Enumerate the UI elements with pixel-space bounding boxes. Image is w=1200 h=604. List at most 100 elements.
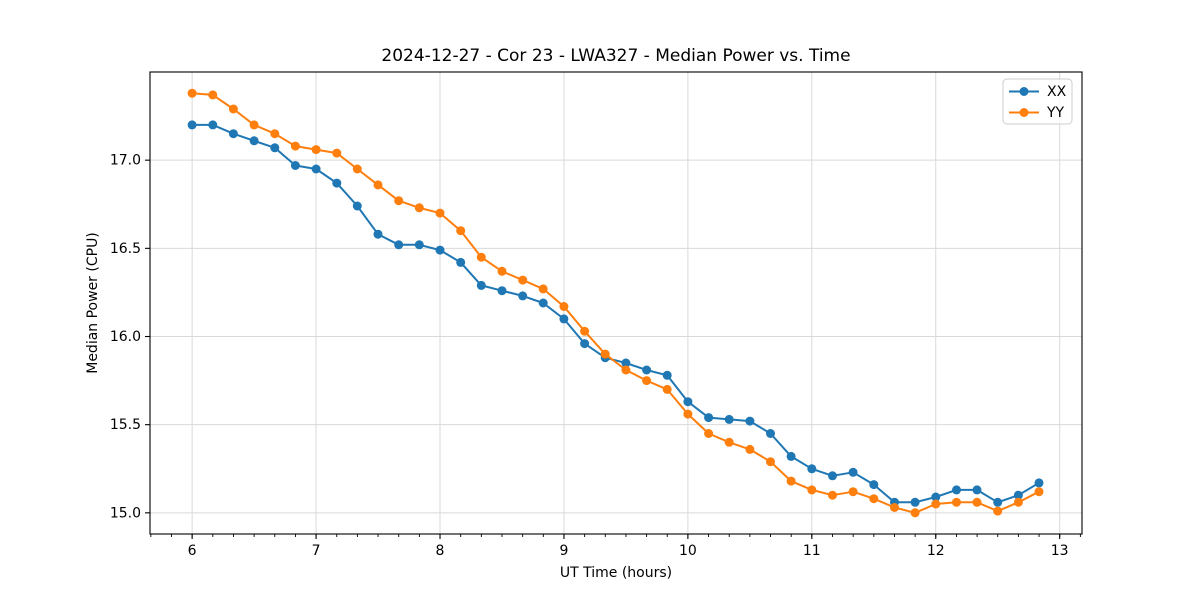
data-point-marker-YY bbox=[724, 437, 734, 447]
data-point-marker-XX bbox=[456, 257, 466, 267]
tick-layer: 6 7 8 9 10 11 12 13 15.0 15.5 16.0 16.5 17.0 bbox=[110, 153, 1081, 559]
data-point-marker-YY bbox=[745, 444, 755, 454]
data-point-marker-YY bbox=[187, 88, 197, 98]
data-point-marker-XX bbox=[1013, 490, 1023, 500]
data-point-marker-XX bbox=[373, 229, 383, 239]
data-point-marker-YY bbox=[332, 148, 342, 158]
data-point-marker-YY bbox=[311, 145, 321, 155]
data-point-marker-YY bbox=[352, 164, 362, 174]
data-point-marker-YY bbox=[518, 275, 528, 285]
legend-entry-label: XX bbox=[1047, 84, 1067, 100]
data-point-marker-XX bbox=[869, 480, 879, 490]
y-tick-label: 16.5 bbox=[110, 241, 141, 257]
data-point-marker-XX bbox=[497, 286, 507, 296]
data-point-marker-YY bbox=[910, 508, 920, 518]
data-point-marker-YY bbox=[290, 141, 300, 151]
data-point-marker-XX bbox=[559, 314, 569, 324]
data-point-marker-YY bbox=[559, 302, 569, 311]
data-point-marker-XX bbox=[724, 414, 734, 424]
data-point-marker-YY bbox=[869, 494, 879, 504]
data-point-marker-XX bbox=[311, 164, 321, 174]
data-point-marker-YY bbox=[394, 196, 404, 206]
data-point-marker-XX bbox=[249, 136, 259, 146]
x-tick-label: 8 bbox=[436, 543, 445, 559]
legend-entry-label: YY bbox=[1046, 105, 1065, 121]
data-point-marker-XX bbox=[952, 485, 961, 495]
plot-border bbox=[149, 71, 1083, 535]
grid-layer bbox=[150, 72, 1082, 534]
data-point-marker-XX bbox=[828, 471, 837, 481]
data-point-marker-YY bbox=[600, 349, 610, 359]
data-point-marker-XX bbox=[290, 161, 300, 170]
data-point-marker-XX bbox=[580, 339, 590, 349]
x-tick-label: 10 bbox=[679, 543, 697, 559]
data-point-marker-YY bbox=[786, 476, 796, 486]
y-tick-label: 15.5 bbox=[110, 417, 141, 433]
data-point-marker-YY bbox=[435, 208, 445, 218]
data-point-marker-YY bbox=[270, 129, 280, 139]
data-point-marker-XX bbox=[745, 416, 755, 426]
data-point-marker-XX bbox=[931, 492, 941, 502]
data-point-marker-XX bbox=[993, 497, 1003, 507]
data-point-marker-YY bbox=[807, 485, 817, 495]
data-point-marker-YY bbox=[414, 203, 424, 213]
data-point-marker-XX bbox=[848, 467, 858, 477]
data-point-marker-XX bbox=[332, 178, 342, 188]
data-point-marker-YY bbox=[890, 503, 899, 512]
series-line-YY bbox=[192, 92, 1040, 514]
data-point-marker-YY bbox=[972, 497, 982, 507]
data-point-marker-XX bbox=[621, 358, 631, 368]
data-point-marker-YY bbox=[704, 429, 714, 438]
data-point-marker-YY bbox=[538, 284, 548, 294]
data-point-marker-YY bbox=[662, 384, 672, 394]
data-point-marker-XX bbox=[435, 245, 445, 255]
data-point-marker-YY bbox=[580, 326, 590, 336]
y-tick-label: 16.0 bbox=[110, 329, 141, 345]
data-point-marker-YY bbox=[228, 104, 238, 114]
data-point-marker-XX bbox=[187, 120, 197, 130]
data-point-marker-XX bbox=[228, 129, 238, 139]
data-point-marker-XX bbox=[642, 365, 652, 375]
data-point-marker-XX bbox=[683, 397, 693, 407]
data-point-marker-YY bbox=[931, 499, 941, 509]
data-point-marker-XX bbox=[538, 298, 548, 308]
x-tick-label: 9 bbox=[559, 543, 568, 559]
data-point-marker-YY bbox=[683, 409, 693, 419]
data-point-marker-XX bbox=[352, 201, 362, 211]
data-point-marker-XX bbox=[786, 451, 796, 461]
data-point-marker-XX bbox=[662, 370, 672, 380]
data-point-marker-XX bbox=[518, 291, 528, 301]
x-tick-label: 12 bbox=[927, 543, 945, 559]
data-point-marker-XX bbox=[910, 497, 920, 507]
data-point-marker-YY bbox=[766, 457, 775, 467]
data-point-marker-XX bbox=[414, 240, 424, 250]
data-point-marker-YY bbox=[476, 252, 486, 262]
data-point-marker-XX bbox=[394, 240, 404, 250]
data-point-marker-XX bbox=[270, 143, 280, 153]
x-tick-label: 11 bbox=[803, 543, 821, 559]
x-tick-label: 6 bbox=[188, 543, 197, 559]
data-point-marker-YY bbox=[848, 487, 858, 497]
data-point-marker-YY bbox=[208, 90, 218, 100]
data-point-marker-XX bbox=[807, 464, 817, 474]
data-point-marker-YY bbox=[642, 376, 652, 386]
data-point-marker-YY bbox=[373, 180, 383, 190]
data-point-marker-XX bbox=[208, 120, 218, 130]
data-point-marker-YY bbox=[249, 120, 259, 130]
data-point-marker-YY bbox=[952, 497, 961, 507]
data-point-marker-YY bbox=[497, 266, 507, 276]
y-axis-label: Median Power (CPU) bbox=[85, 232, 101, 374]
x-tick-label: 13 bbox=[1051, 543, 1069, 559]
series-layer bbox=[187, 88, 1044, 518]
data-point-marker-XX bbox=[704, 413, 714, 423]
legend-sample-marker bbox=[1019, 108, 1029, 117]
data-point-marker-YY bbox=[1013, 497, 1023, 507]
series-line-XX bbox=[192, 123, 1040, 504]
y-tick-label: 17.0 bbox=[110, 153, 141, 169]
data-point-marker-XX bbox=[1034, 478, 1044, 488]
x-tick-label: 7 bbox=[312, 543, 321, 559]
data-point-marker-YY bbox=[993, 506, 1003, 516]
data-point-marker-YY bbox=[828, 490, 837, 500]
